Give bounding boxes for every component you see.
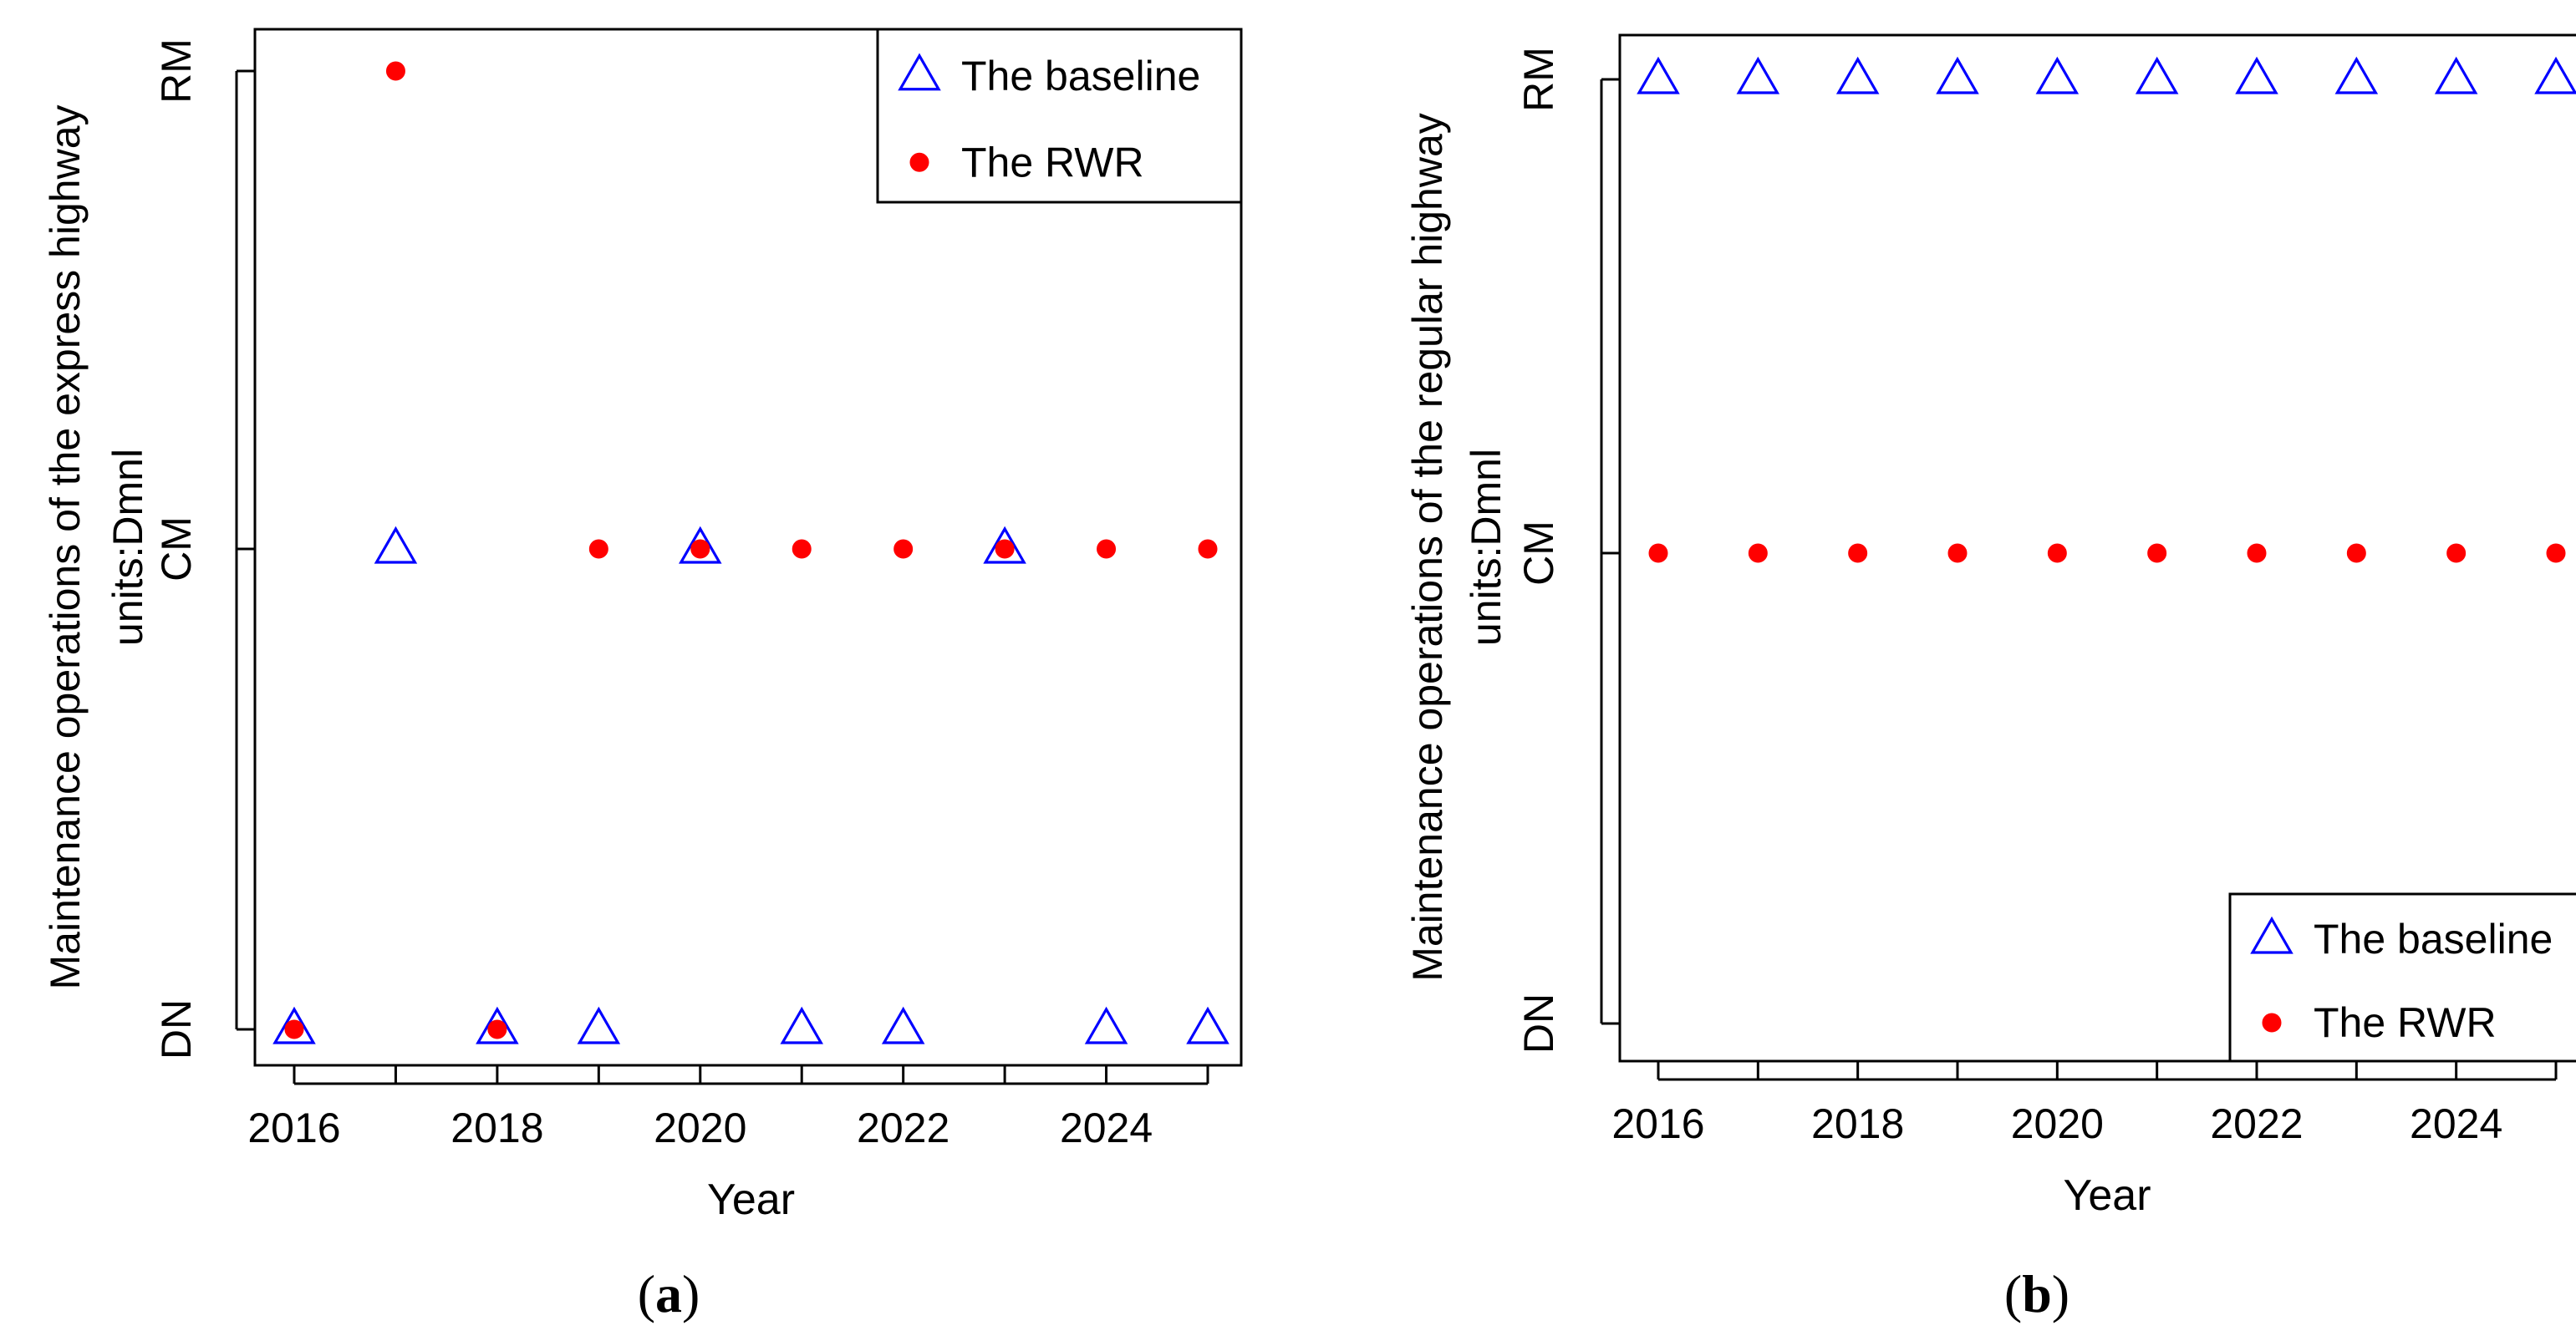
baseline-point: [2035, 56, 2080, 94]
x-tick-label: 2018: [1811, 1100, 1904, 1147]
plot-frame: [1618, 33, 2576, 1063]
baseline-point: [272, 1006, 316, 1044]
series-baseline: [272, 526, 1229, 1044]
baseline-point: [2135, 56, 2179, 94]
y-tick-label: DN: [1515, 993, 1562, 1054]
x-tick-label: 2024: [2410, 1100, 2502, 1147]
legend-baseline-marker: [2250, 916, 2293, 954]
x-tick-label: 2020: [2011, 1100, 2104, 1147]
baseline-point: [2434, 56, 2478, 94]
x-tick-label: 2016: [247, 1105, 340, 1151]
plot-frame: [253, 28, 1243, 1067]
chart-panel-b: 2016 2018 2020 2022 2024 Year DN CM RM Maintenanc…: [1404, 33, 2576, 1323]
legend-label: The RWR: [2314, 999, 2497, 1046]
baseline-point: [1936, 56, 1979, 94]
legend-rwr-marker: [909, 152, 929, 172]
rwr-point: [2247, 543, 2267, 563]
x-axis-title: Year: [2063, 1171, 2151, 1220]
caption-close: ): [682, 1264, 700, 1323]
baseline-point: [2534, 56, 2576, 94]
x-tick-label: 2020: [654, 1105, 746, 1151]
series-rwr: [1648, 543, 2566, 563]
y-axis-title: Maintenance operations of the regular hi…: [1404, 113, 1451, 982]
rwr-point: [2147, 543, 2167, 563]
rwr-point: [2346, 543, 2366, 563]
rwr-point: [2546, 543, 2566, 563]
caption-close: ): [2052, 1264, 2069, 1323]
caption-open: (: [2004, 1264, 2022, 1323]
rwr-point: [2047, 543, 2067, 563]
series-rwr: [284, 61, 1218, 1039]
x-tick-label: 2018: [451, 1105, 543, 1151]
legend-baseline-marker: [898, 53, 941, 91]
baseline-point: [780, 1006, 823, 1044]
rwr-point: [1198, 539, 1218, 559]
rwr-point: [385, 61, 405, 81]
baseline-point: [577, 1006, 621, 1044]
baseline-point: [983, 526, 1026, 564]
rwr-point: [2446, 543, 2467, 563]
legend-label: The baseline: [2314, 916, 2553, 963]
legend-label: The RWR: [961, 139, 1144, 185]
x-tick-label: 2022: [857, 1105, 949, 1151]
x-tick-label: 2022: [2210, 1100, 2303, 1147]
y-tick-label: CM: [153, 516, 200, 582]
rwr-point: [1748, 543, 1768, 563]
rwr-point: [893, 539, 914, 559]
rwr-point: [1097, 539, 1117, 559]
chart-panel-a: 2016 2018 2020 2022 2024 Year DN CM RM Maintenanc…: [42, 28, 1243, 1323]
y-axis-units: units:Dmnl: [1463, 449, 1509, 646]
rwr-point: [1848, 543, 1868, 563]
legend: The baseline The RWR: [876, 28, 1243, 204]
rwr-point: [284, 1019, 304, 1039]
baseline-point: [881, 1006, 925, 1044]
legend-label: The baseline: [961, 53, 1200, 99]
y-axis-title: Maintenance operations of the express hi…: [42, 105, 89, 990]
baseline-point: [2334, 56, 2379, 94]
baseline-point: [1084, 1006, 1128, 1044]
rwr-point: [588, 539, 608, 559]
baseline-point: [1736, 56, 1780, 94]
rwr-point: [792, 539, 812, 559]
y-tick-label: RM: [1515, 47, 1562, 112]
baseline-point: [679, 526, 722, 564]
rwr-point: [487, 1019, 507, 1039]
legend-box: [876, 28, 1243, 204]
baseline-point: [476, 1006, 519, 1044]
legend-rwr-marker: [2262, 1013, 2282, 1033]
rwr-point: [1648, 543, 1668, 563]
y-tick-label: CM: [1515, 521, 1562, 586]
legend: The baseline The RWR: [2228, 892, 2576, 1063]
caption-letter: a: [655, 1264, 682, 1323]
series-baseline: [1637, 56, 2576, 94]
y-tick-label: DN: [153, 999, 200, 1059]
baseline-point: [374, 526, 418, 564]
caption-open: (: [638, 1264, 655, 1323]
baseline-point: [1835, 56, 1880, 94]
rwr-point: [1947, 543, 1968, 563]
baseline-point: [1637, 56, 1680, 94]
baseline-point: [2235, 56, 2278, 94]
x-axis-title: Year: [707, 1176, 795, 1224]
figure-root: 2016 2018 2020 2022 2024 Year DN CM RM Maintenanc…: [42, 28, 2576, 1323]
y-axis-units: units:Dmnl: [104, 449, 151, 646]
legend-box: [2228, 892, 2576, 1063]
rwr-point: [995, 539, 1015, 559]
x-tick-label: 2024: [1060, 1105, 1153, 1151]
baseline-point: [1186, 1006, 1229, 1044]
rwr-point: [690, 539, 710, 559]
x-tick-label: 2016: [1611, 1100, 1704, 1147]
y-tick-label: RM: [153, 38, 200, 104]
panel-caption: (a): [638, 1264, 700, 1323]
panel-caption: (b): [2004, 1264, 2069, 1323]
caption-letter: b: [2022, 1264, 2052, 1323]
